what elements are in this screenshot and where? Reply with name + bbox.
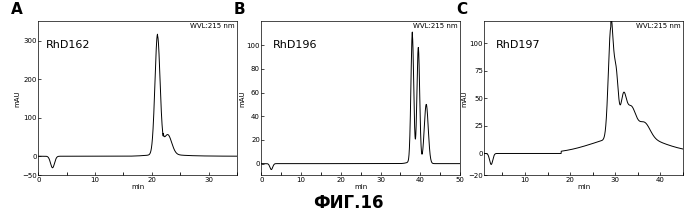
Text: RhD196: RhD196 xyxy=(273,40,318,50)
X-axis label: min: min xyxy=(131,184,144,190)
Y-axis label: mAU: mAU xyxy=(15,90,21,107)
Y-axis label: mAU: mAU xyxy=(461,90,467,107)
Text: B: B xyxy=(233,2,245,17)
Y-axis label: mAU: mAU xyxy=(239,90,245,107)
Text: RhD197: RhD197 xyxy=(496,40,541,50)
Text: WVL:215 nm: WVL:215 nm xyxy=(413,23,458,29)
X-axis label: min: min xyxy=(577,184,590,190)
Text: RhD162: RhD162 xyxy=(46,40,91,50)
Text: C: C xyxy=(457,2,468,17)
Text: A: A xyxy=(10,2,22,17)
Text: WVL:215 nm: WVL:215 nm xyxy=(190,23,235,29)
Text: WVL:215 nm: WVL:215 nm xyxy=(636,23,681,29)
X-axis label: min: min xyxy=(354,184,367,190)
Text: ФИГ.16: ФИГ.16 xyxy=(313,194,384,212)
